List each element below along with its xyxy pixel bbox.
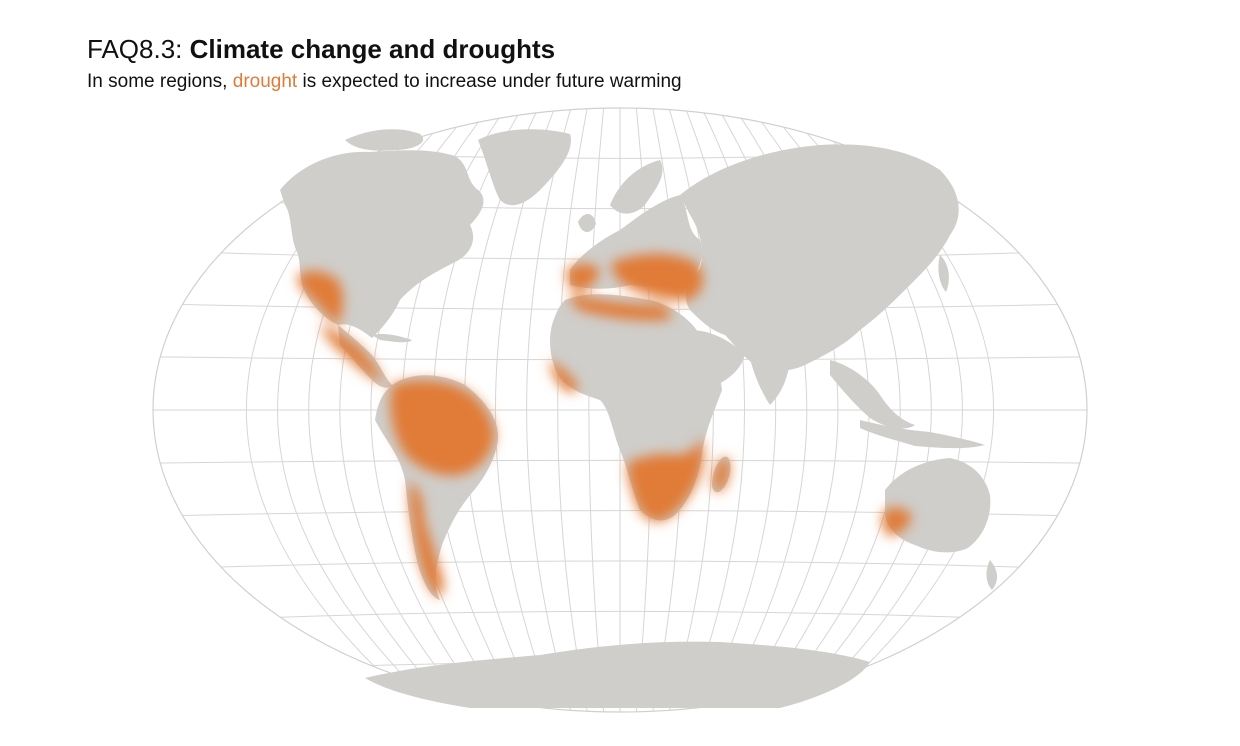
japan	[938, 255, 949, 292]
canadian-arctic-islands	[345, 129, 424, 151]
subtitle-highlight-drought: drought	[232, 71, 298, 92]
parallel-line	[153, 560, 1087, 571]
page-title: FAQ8.3: Climate change and droughts	[87, 33, 682, 65]
subtitle-text-after: is expected to increase under future war…	[297, 71, 682, 92]
caribbean-islands	[372, 333, 412, 343]
british-isles	[578, 213, 596, 232]
asia	[680, 144, 959, 371]
scandinavia	[610, 160, 663, 214]
greenland	[478, 129, 571, 206]
globe-outline	[152, 107, 1088, 713]
header: FAQ8.3: Climate change and droughts In s…	[87, 33, 682, 94]
drought-regions	[297, 253, 912, 597]
title-prefix: FAQ8.3:	[87, 34, 183, 64]
drought-region-central-america	[320, 325, 384, 382]
drought-region-west-africa-coast	[550, 360, 579, 393]
drought-region-turkey-black-sea	[611, 253, 704, 301]
drought-region-amazon-brazil	[390, 380, 495, 476]
new-zealand	[986, 560, 998, 590]
antarctica	[365, 641, 870, 708]
drought-region-mediterranean-north-africa	[570, 295, 672, 321]
subtitle: In some regions, drought is expected to …	[87, 70, 682, 94]
india	[748, 330, 790, 405]
north-america	[280, 150, 484, 338]
drought-region-southern-andes-chile	[409, 480, 444, 597]
subtitle-text-before: In some regions,	[87, 71, 233, 92]
drought-region-southwest-australia	[882, 507, 912, 536]
indonesia	[860, 420, 985, 449]
drought-region-southern-africa	[627, 435, 704, 522]
drought-region-madagascar	[713, 457, 730, 492]
australia	[885, 458, 991, 553]
drought-region-mediterranean-iberia	[566, 263, 600, 292]
title-main: Climate change and droughts	[189, 34, 556, 64]
parallel-line	[153, 459, 1087, 464]
land-masses	[280, 129, 998, 708]
southeast-asia	[830, 360, 915, 429]
drought-region-western-us-mexico	[297, 270, 344, 325]
